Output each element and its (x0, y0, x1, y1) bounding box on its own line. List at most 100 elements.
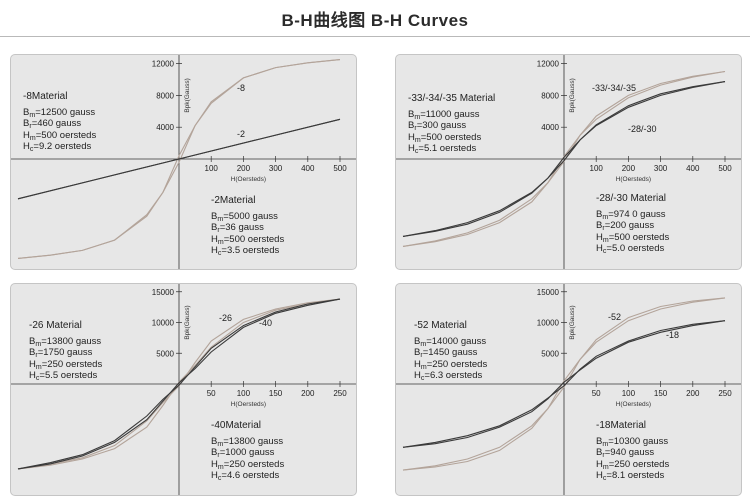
series-return-line--28/-30 (402, 81, 726, 237)
hm-line: Hm=500 oersteds (23, 129, 97, 142)
bm-line: Bm=13800 gauss (29, 335, 102, 348)
chart-panel-4: 50 100 150 200 250 5000 10000 15000 H(Oersteds) B… (395, 283, 742, 496)
x-tick-label: 150 (654, 389, 668, 398)
series-return-line--18 (402, 320, 726, 448)
material-info-primary: -52 Material Bm=14000 gauss Br=1450 gaus… (414, 320, 487, 382)
series-line--52 (402, 297, 726, 471)
x-tick-label: 300 (269, 164, 283, 173)
x-axis-label: H(Oersteds) (231, 176, 266, 183)
br-line: Br=1000 gauss (211, 447, 275, 459)
series-label: -18 (666, 330, 679, 340)
hc-line: Hc=5.1 oersteds (408, 143, 477, 155)
x-tick-label: 100 (622, 389, 636, 398)
series-line--18 (402, 320, 726, 448)
y-tick-label: 8000 (541, 91, 559, 100)
x-tick-label: 300 (654, 164, 668, 173)
series-label: -52 (608, 312, 621, 322)
chart-panel-3: 50 100 150 200 250 5000 10000 15000 H(Oersteds) B… (10, 283, 357, 496)
hm-line: Hm=250 oersteds (596, 458, 670, 471)
material-info-secondary: -40Material Bm=13800 gauss Br=1000 gauss… (211, 420, 284, 482)
series-return-line--2 (17, 118, 341, 200)
bh-chart-3: 50 100 150 200 250 5000 10000 15000 H(Oersteds) B… (11, 284, 356, 495)
bh-chart-4: 50 100 150 200 250 5000 10000 15000 H(Oersteds) B… (396, 284, 741, 495)
hc-line: Hc=5.5 oersteds (29, 370, 98, 382)
y-tick-label: 12000 (537, 60, 560, 69)
x-tick-label: 500 (333, 164, 347, 173)
y-tick-label: 8000 (156, 91, 174, 100)
material-title: -2Material (211, 195, 256, 206)
material-info-primary: -8Material Bm=12500 gauss Br=460 gauss H… (23, 91, 96, 153)
bm-line: Bm=13800 gauss (211, 435, 284, 448)
y-axis-label: Bpk(Gauss) (569, 305, 576, 339)
hc-line: Hc=5.0 oersteds (596, 243, 665, 255)
y-axis-label: Bpk(Gauss) (184, 78, 191, 112)
material-info-primary: -26 Material Bm=13800 gauss Br=1750 gaus… (29, 320, 102, 382)
y-tick-label: 4000 (541, 123, 559, 132)
hc-line: Hc=6.3 oersteds (414, 370, 483, 382)
page-title: B-H曲线图 B-H Curves (281, 11, 469, 30)
series-label: -2 (237, 129, 245, 139)
x-tick-label: 50 (207, 389, 216, 398)
series-label: -28/-30 (628, 124, 657, 134)
br-line: Br=940 gauss (596, 447, 655, 459)
material-title: -26 Material (29, 320, 82, 331)
hm-line: Hm=250 oersteds (414, 358, 488, 371)
title-divider (0, 36, 750, 37)
x-tick-label: 250 (333, 389, 347, 398)
material-title: -28/-30 Material (596, 193, 667, 204)
y-axis-label: Bpk(Gauss) (569, 78, 576, 112)
x-tick-label: 200 (301, 389, 315, 398)
chart-panel-1: 100 200 300 400 500 4000 8000 12000 H(Oersteds) B… (10, 54, 357, 270)
material-title: -33/-34/-35 Material (408, 93, 496, 104)
x-tick-label: 500 (718, 164, 732, 173)
x-tick-label: 250 (718, 389, 732, 398)
bm-line: Bm=14000 gauss (414, 335, 487, 348)
bm-line: Bm=11000 gauss (408, 108, 480, 121)
hc-line: Hc=4.6 oersteds (211, 470, 280, 482)
x-tick-label: 100 (237, 389, 251, 398)
series-return-line--8 (17, 59, 341, 259)
bh-chart-2: 100 200 300 400 500 4000 8000 12000 H(Oersteds) B… (396, 55, 741, 269)
bm-line: Bm=12500 gauss (23, 106, 96, 119)
chart-panel-2: 100 200 300 400 500 4000 8000 12000 H(Oersteds) B… (395, 54, 742, 270)
bm-line: Bm=5000 gauss (211, 210, 278, 223)
material-title: -52 Material (414, 320, 467, 331)
x-axis-label: H(Oersteds) (231, 401, 266, 408)
y-tick-label: 10000 (152, 319, 175, 328)
y-tick-label: 15000 (152, 288, 175, 297)
series-return-line--40 (17, 298, 341, 470)
x-tick-label: 400 (686, 164, 700, 173)
x-tick-label: 200 (686, 389, 700, 398)
series-label: -33/-34/-35 (592, 83, 636, 93)
br-line: Br=36 gauss (211, 222, 264, 234)
x-tick-label: 50 (592, 389, 601, 398)
x-tick-label: 100 (590, 164, 604, 173)
hm-line: Hm=500 oersteds (408, 131, 482, 144)
x-tick-label: 400 (301, 164, 315, 173)
y-tick-label: 5000 (541, 349, 559, 358)
br-line: Br=300 gauss (408, 120, 467, 132)
bh-chart-1: 100 200 300 400 500 4000 8000 12000 H(Oersteds) B… (11, 55, 356, 269)
material-title: -18Material (596, 420, 647, 431)
material-info-secondary: -18Material Bm=10300 gauss Br=940 gauss … (596, 420, 669, 482)
hm-line: Hm=250 oersteds (211, 458, 285, 471)
y-tick-label: 12000 (152, 60, 175, 69)
series-label: -40 (259, 318, 272, 328)
series-return-line--52 (402, 297, 726, 471)
y-tick-label: 4000 (156, 123, 174, 132)
y-tick-label: 15000 (537, 288, 560, 297)
x-axis-label: H(Oersteds) (616, 401, 651, 408)
series-line--40 (17, 298, 341, 470)
hm-line: Hm=250 oersteds (29, 358, 103, 371)
y-axis-label: Bpk(Gauss) (184, 305, 191, 339)
hc-line: Hc=9.2 oersteds (23, 141, 92, 153)
br-line: Br=460 gauss (23, 118, 82, 130)
material-title: -8Material (23, 91, 68, 102)
y-tick-label: 10000 (537, 319, 560, 328)
hc-line: Hc=3.5 oersteds (211, 245, 280, 257)
hc-line: Hc=8.1 oersteds (596, 470, 665, 482)
material-info-secondary: -2Material Bm=5000 gauss Br=36 gauss Hm=… (211, 195, 284, 257)
series-line--28/-30 (402, 81, 726, 237)
x-axis-label: H(Oersteds) (616, 176, 651, 183)
hm-line: Hm=500 oersteds (211, 233, 285, 246)
